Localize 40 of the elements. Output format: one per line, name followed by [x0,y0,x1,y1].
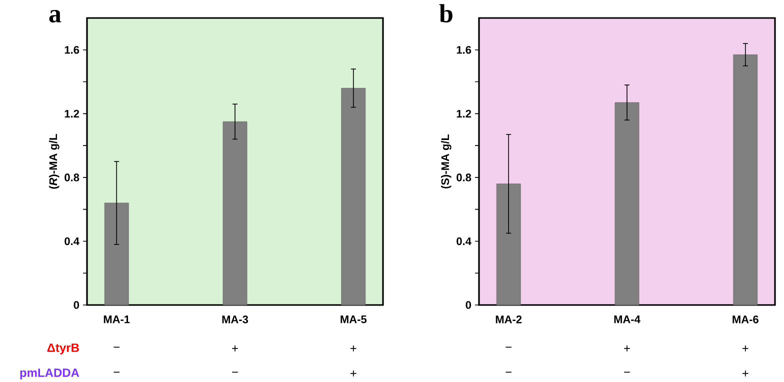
y-tick-label: 0.4 [64,237,80,246]
text: + [350,370,356,376]
x-tick-label: MA-1 [104,316,130,324]
text: − [114,346,120,348]
text: − [624,372,630,373]
y-tick-label: 0.4 [456,237,472,246]
y-tick-label: 1.2 [64,110,80,118]
y-tick-label: 0 [466,301,472,309]
bar [104,202,129,306]
text: pmLADDA [20,368,80,380]
x-tick-label: MA-5 [340,316,367,324]
x-tick-label: MA-3 [222,316,248,324]
y-tick-label: 0 [74,301,80,309]
y-axis-title: (S)-MA g/L [441,134,452,188]
x-tick-label: MA-6 [732,316,758,324]
chart-title: b [439,4,452,22]
x-tick-label: MA-4 [614,316,640,324]
chart-title: a [49,10,62,22]
text: + [742,346,748,352]
y-tick-label: 1.6 [64,46,80,54]
bar [733,54,758,306]
y-tick-label: 1.2 [456,110,472,118]
text: + [742,370,748,376]
bar [222,121,248,306]
bar [496,184,521,306]
text: − [506,372,512,373]
text: − [114,372,120,373]
y-tick-label: 0.8 [456,174,472,182]
y-axis-title: (R)-MA g/L [49,134,60,189]
text: + [624,346,630,352]
bar [341,88,366,306]
x-tick-label: MA-2 [496,316,522,324]
text: ΔtyrB [47,344,79,354]
bar [614,102,640,306]
text: + [350,346,356,352]
text: − [506,346,512,348]
y-tick-label: 0.8 [64,174,80,182]
y-tick-label: 1.6 [456,46,472,54]
text: + [232,346,238,352]
text: − [232,372,238,373]
